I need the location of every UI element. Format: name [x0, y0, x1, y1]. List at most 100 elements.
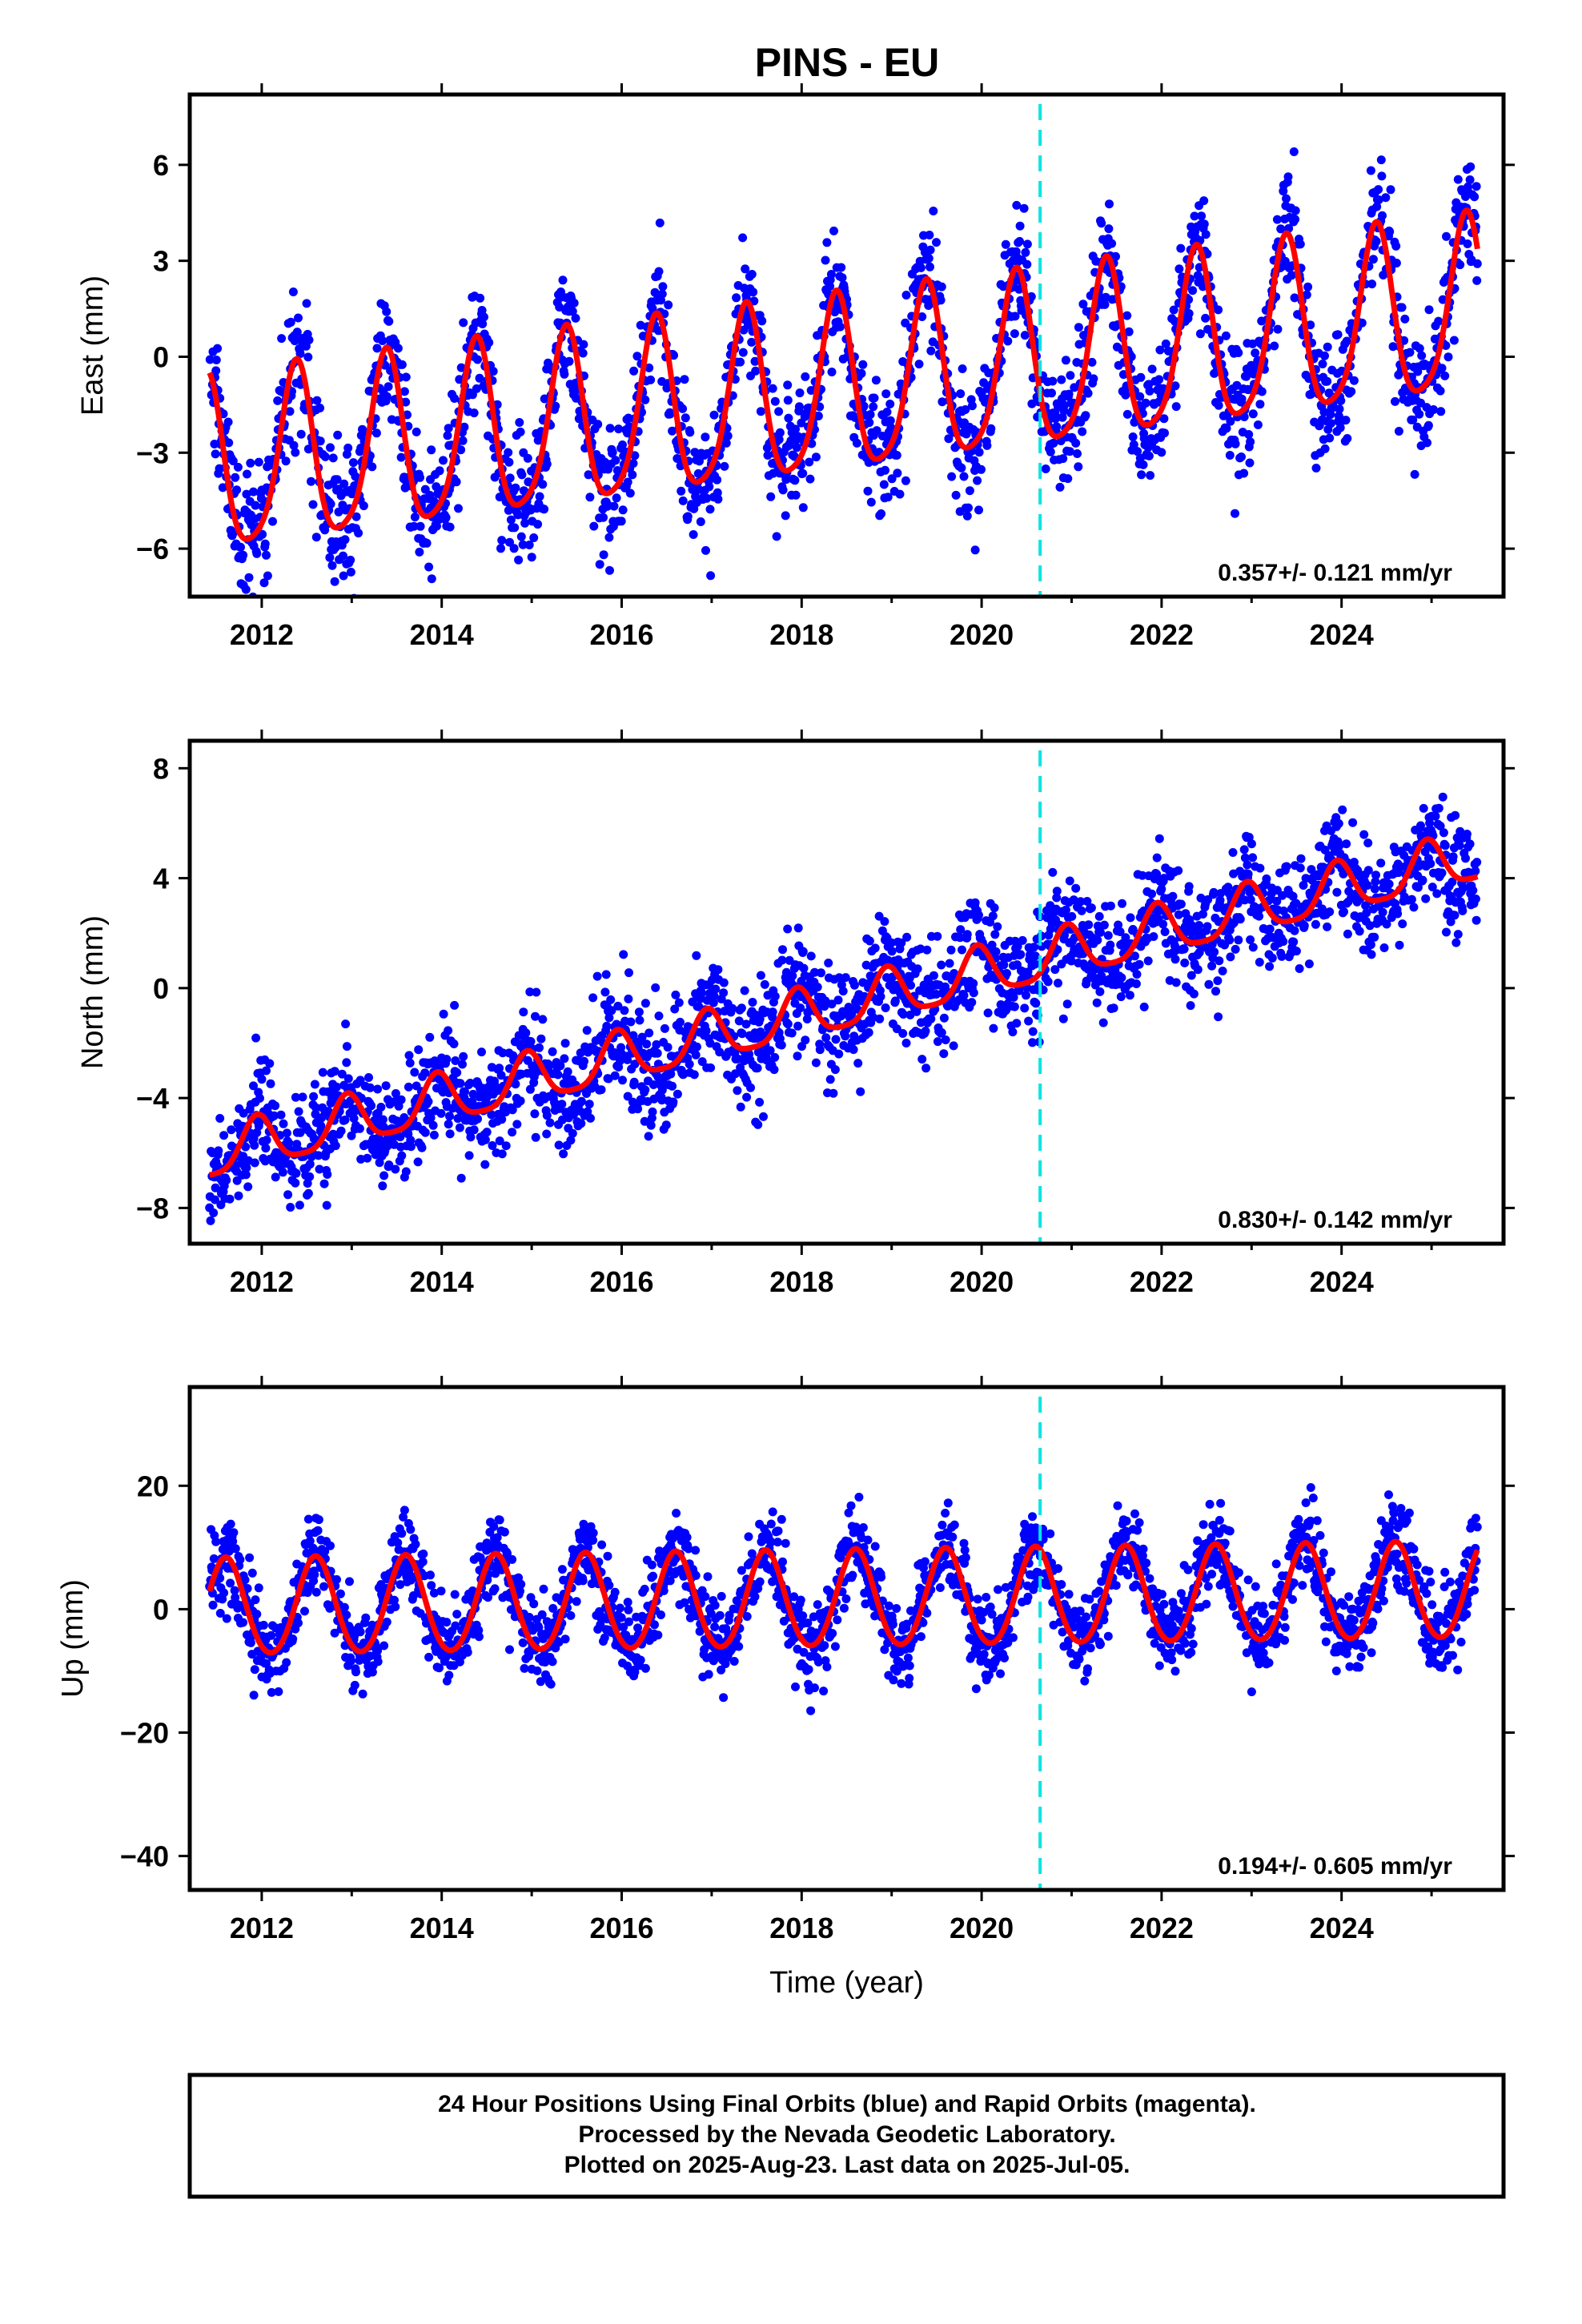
north-x-tick-label: 2022 [1130, 1265, 1194, 1298]
north-data-point [250, 1140, 259, 1150]
east-data-point [232, 485, 242, 495]
north-data-point [746, 1083, 755, 1092]
north-data-point [1126, 913, 1135, 923]
north-data-point [1398, 919, 1407, 929]
north-data-point [876, 991, 885, 1001]
east-data-point [273, 396, 283, 405]
north-data-point [827, 999, 837, 1009]
north-data-point [410, 1068, 420, 1077]
north-data-point [566, 1136, 576, 1145]
east-data-point [857, 368, 866, 378]
east-data-point [460, 422, 469, 432]
east-data-point [1423, 438, 1431, 448]
north-data-point [305, 1160, 315, 1169]
north-data-point [610, 1071, 620, 1080]
east-data-point [958, 364, 967, 373]
east-data-point [593, 420, 603, 429]
north-data-point [602, 1021, 612, 1031]
north-data-point [1048, 867, 1058, 877]
east-data-point [1171, 402, 1181, 412]
north-data-point [332, 1082, 341, 1092]
north-data-point [511, 1080, 520, 1089]
north-data-point [265, 1059, 275, 1068]
north-data-point [1376, 858, 1386, 868]
east-data-point [477, 306, 487, 315]
north-data-point [318, 1068, 327, 1077]
north-data-point [225, 1194, 235, 1204]
north-data-point [1125, 991, 1134, 1000]
east-data-point [794, 402, 804, 412]
north-data-point [1432, 889, 1442, 899]
east-data-point [569, 298, 579, 308]
east-data-point [409, 521, 419, 531]
north-data-point [367, 1101, 376, 1111]
east-data-point [450, 394, 460, 403]
north-data-point [206, 1216, 215, 1225]
north-data-point [1262, 874, 1271, 883]
east-data-point [798, 468, 808, 478]
east-data-point [1465, 175, 1475, 184]
north-data-point [652, 1039, 661, 1049]
east-data-point [1320, 351, 1329, 360]
east-data-point [351, 472, 360, 481]
east-data-point [516, 427, 525, 436]
east-data-point [246, 458, 255, 468]
north-data-point [342, 1058, 351, 1068]
east-data-point [228, 456, 238, 466]
east-data-point [959, 472, 969, 481]
north-data-point [1058, 1014, 1068, 1023]
north-data-point [713, 965, 723, 975]
north-data-point [892, 1024, 901, 1034]
east-data-point [326, 443, 335, 452]
up-data-point [339, 1602, 349, 1612]
east-data-point [1282, 194, 1291, 203]
north-data-point [404, 1082, 413, 1092]
east-data-point [469, 408, 479, 418]
north-data-point [1106, 940, 1115, 950]
east-data-point [791, 490, 801, 500]
east-data-point [768, 384, 777, 393]
east-data-point [872, 426, 881, 436]
north-data-point [1234, 935, 1243, 945]
east-data-point [371, 428, 381, 438]
up-data-point [229, 1528, 239, 1538]
east-data-point [579, 340, 588, 349]
north-data-point [676, 1017, 685, 1027]
east-data-point [505, 537, 514, 547]
east-data-point [657, 289, 667, 299]
north-data-point [709, 998, 718, 1007]
north-data-point [1419, 803, 1428, 813]
north-data-point [282, 1128, 291, 1138]
up-data-point [335, 1589, 345, 1598]
north-data-point [1179, 944, 1189, 954]
north-data-point [1437, 868, 1447, 878]
east-data-point [1063, 474, 1073, 484]
north-data-point [456, 1173, 466, 1183]
east-data-point [1388, 342, 1398, 352]
north-data-point [276, 1110, 286, 1120]
east-data-point [514, 555, 524, 565]
north-data-point [211, 1195, 219, 1204]
east-data-point [1323, 342, 1332, 352]
up-data-point [247, 1568, 257, 1578]
east-data-point [881, 389, 891, 399]
east-data-point [1124, 327, 1134, 336]
east-data-point [1022, 239, 1032, 249]
east-data-point [568, 307, 577, 316]
east-data-point [815, 402, 825, 412]
east-data-point [1466, 162, 1476, 171]
up-data-point [239, 1618, 248, 1627]
north-data-point [1248, 943, 1258, 952]
north-data-point [946, 945, 956, 955]
north-data-point [652, 1048, 662, 1058]
east-data-point [339, 571, 348, 581]
up-data-point [345, 1577, 354, 1586]
east-data-point [1349, 376, 1359, 385]
east-data-point [1141, 398, 1150, 408]
east-data-point [441, 513, 451, 522]
north-data-point [295, 1128, 305, 1137]
east-data-point [1083, 388, 1093, 398]
east-data-point [1161, 339, 1170, 348]
east-data-point [1174, 264, 1184, 274]
up-data-point [332, 1574, 341, 1584]
